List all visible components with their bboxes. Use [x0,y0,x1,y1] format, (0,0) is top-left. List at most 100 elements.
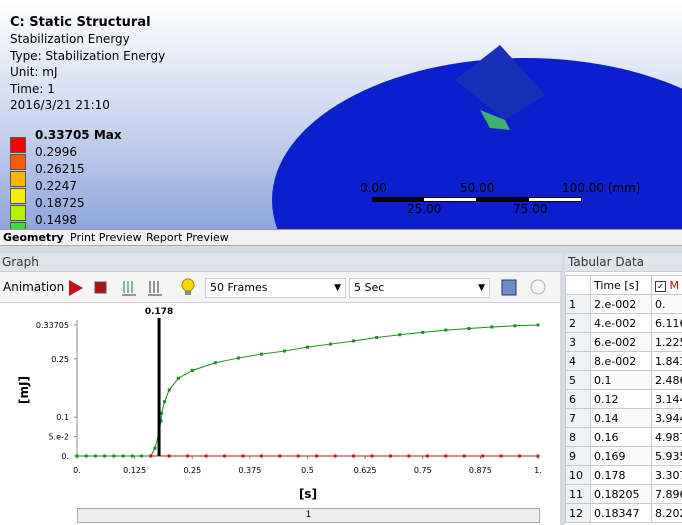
header-cell: Time [s] [590,275,652,295]
data-table: Time [s]✓ M 12.e-0020.24.e-0026.11636.e-… [565,275,682,523]
scale-label: 100.00 (mm) [562,181,641,195]
table-cell: 0. [651,294,682,314]
wedge [455,45,545,120]
row-number: 1 [565,294,591,314]
table-header: Time [s] ✓ M [565,275,682,295]
distributed-button[interactable] [148,281,162,296]
row-number: 12 [565,503,591,523]
legend-label: 0.33705 Max [35,128,122,142]
row-number: 8 [565,427,591,447]
view-info: Type: Stabilization Energy [10,48,166,63]
zoom-button[interactable] [530,279,546,295]
scale-bar [372,197,582,202]
row-number: 6 [565,389,591,409]
row-number: 4 [565,351,591,371]
legend-swatch [10,205,26,221]
legend-label: 0.18725 [35,196,85,210]
panel-header: Graph [0,253,562,272]
scale-label: 75.00 [513,202,548,216]
table-row: 60.123.144 [565,389,682,409]
legend-swatch [10,171,26,187]
legend-label: 0.1498 [35,213,77,227]
table-cell: 4.e-002 [590,313,652,333]
table-row: 1 2.e-002 0. [565,294,682,314]
play-button[interactable] [69,280,83,296]
duration-dropdown[interactable]: 5 Sec ▼ [349,278,490,298]
table-cell: 8.e-002 [590,351,652,371]
scale-bar-gap [529,198,581,201]
row-number: 7 [565,408,591,428]
scale-label: 25.00 [407,202,442,216]
legend-swatch [10,222,26,230]
panel-header: Tabular Data [565,253,682,272]
legend-label: 0.2247 [35,179,77,193]
frames-button[interactable] [122,281,136,296]
view-info: Time: 1 [10,81,55,96]
table-cell: 0.18205 [590,484,652,504]
table-row: 70.143.944 [565,408,682,428]
row-number: 9 [565,446,591,466]
bulb-icon[interactable] [180,278,196,298]
model-view[interactable]: C: Static Structural 0.00 50.00 100.00 (… [0,0,682,230]
table-cell: 2.e-002 [590,294,652,314]
table-cell: 0.14 [590,408,652,428]
toolbar: Animation 50 Frames ▼ 5 Sec ▼ [0,272,560,303]
header-cell: ✓ M [651,275,682,295]
table-cell: 3.144 [651,389,682,409]
tab[interactable]: Report Preview [146,231,229,244]
table-cell: 0.178 [590,465,652,485]
scale-label: 50.00 [460,181,495,195]
table-cell: 3.944 [651,408,682,428]
export-button[interactable] [501,279,517,296]
row-number: 5 [565,370,591,390]
table-cell: 7.896 [651,484,682,504]
slider-value: 1 [305,510,312,520]
legend-swatch [10,137,26,153]
panel-title: Graph [2,255,39,269]
view-info: 2016/3/21 21:10 [10,98,110,112]
legend-label: 0.2996 [35,145,77,159]
scale-bar-gap [424,198,476,201]
legend-label: 0.26215 [35,162,85,176]
model [272,45,682,230]
table-cell: 3.307 [651,465,682,485]
table-cell: 6.116 [651,313,682,333]
table-cell: 4.987 [651,427,682,447]
legend-swatch [10,154,26,170]
view-info: Stabilization Energy [10,32,130,46]
view-info: Unit: mJ [10,65,58,79]
table-cell: 1.225 [651,332,682,352]
disc [272,58,682,230]
view-tabs: Geometry Print Preview Report Preview [0,229,682,246]
slider[interactable]: 1 [77,508,540,523]
scale-label: 0.00 [360,181,387,195]
table-row: 50.12.486 [565,370,682,390]
table-cell: 8.202 [651,503,682,523]
frames-dropdown[interactable]: 50 Frames ▼ [205,278,346,298]
table-cell: 0.169 [590,446,652,466]
table-cell: 6.e-002 [590,332,652,352]
frames-value: 50 Frames [210,281,268,294]
row-number: 10 [565,465,591,485]
graph-panel: Graph Animation 50 Frames ▼ 5 Sec ▼ 1 [0,253,562,525]
tab[interactable]: Geometry [3,231,64,244]
table-cell: 2.486 [651,370,682,390]
toolbar-icons [69,280,162,296]
table-cell: 0.18347 [590,503,652,523]
row-number: 3 [565,332,591,352]
table-cell: 0.1 [590,370,652,390]
table-cell: 1.843 [651,351,682,371]
table-row: 80.164.987 [565,427,682,447]
header-cell-text: M [669,278,680,292]
duration-value: 5 Sec [354,281,385,294]
tab[interactable]: Print Preview [70,231,142,244]
table-cell: 5.935 [651,446,682,466]
animation-label: Animation [3,280,65,294]
hotspot [480,110,510,130]
stop-button[interactable] [94,281,107,294]
